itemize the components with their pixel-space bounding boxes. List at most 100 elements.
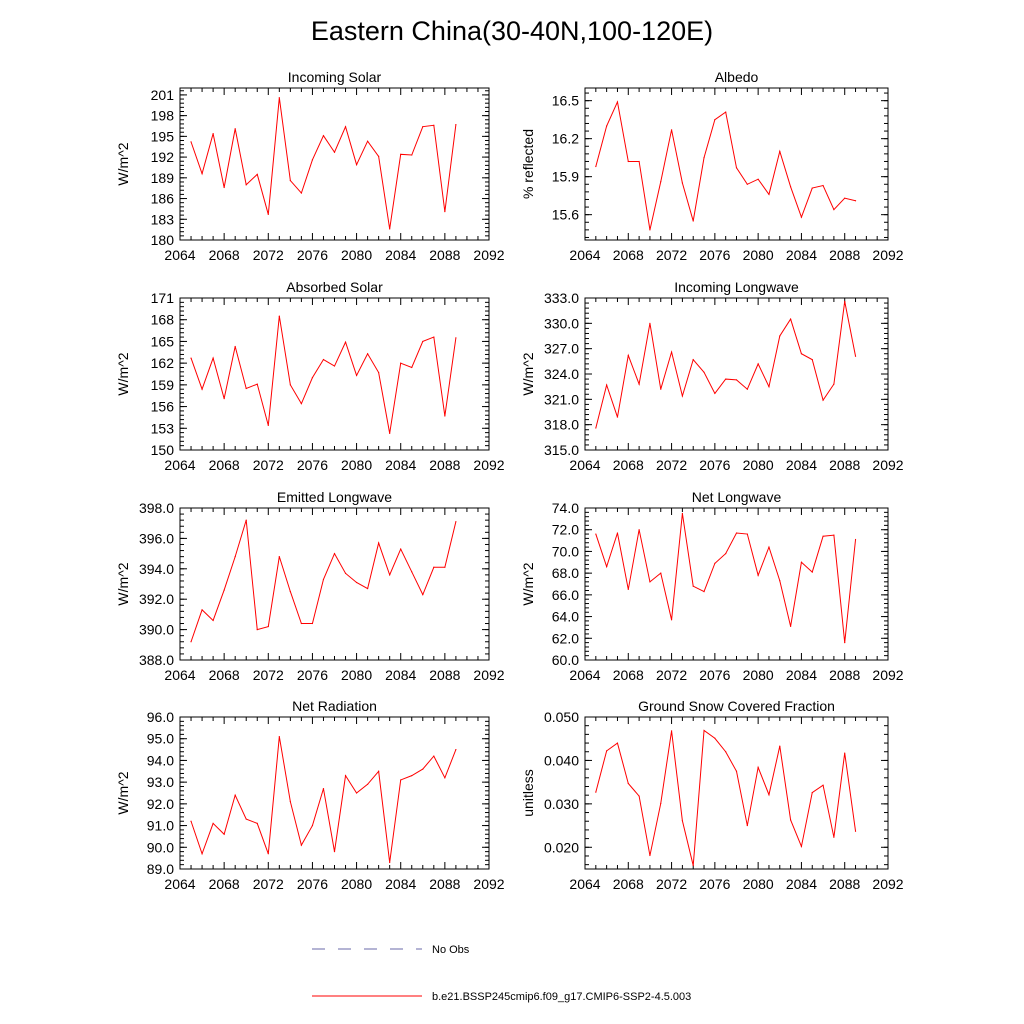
data-point — [367, 353, 369, 355]
y-tick-label: 180 — [151, 232, 175, 248]
panel-ground-snow: 2064 2068 2072 2076 2080 2084 2088 2092 0.020 0.0… — [520, 698, 904, 892]
panel-incoming-solar: 2064 2068 2072 2076 2080 2084 2088 2092 180 183 18… — [115, 69, 505, 263]
y-axis-label: W/m^2 — [115, 771, 131, 814]
data-point — [278, 315, 280, 317]
data-point — [627, 160, 629, 163]
panel-title: Emitted Longwave — [277, 489, 392, 505]
data-point — [256, 822, 258, 825]
data-point — [854, 200, 857, 202]
data-point — [355, 164, 358, 166]
y-tick-label: 153 — [151, 420, 175, 436]
data-point — [245, 387, 247, 390]
data-point — [201, 388, 203, 390]
panel-albedo: 2064 2068 2072 2076 2080 2084 2088 2092 15.6 15.9… — [520, 69, 904, 263]
y-tick-label: 327.0 — [544, 341, 579, 357]
x-tick-label: 2092 — [872, 667, 903, 683]
data-point — [212, 619, 214, 622]
x-tick-label: 2076 — [699, 667, 730, 683]
y-tick-label: 91.0 — [147, 818, 174, 834]
y-tick-label: 192 — [151, 149, 175, 165]
data-point — [681, 820, 683, 822]
data-point — [433, 566, 435, 568]
legend-obs-label: No Obs — [432, 944, 470, 956]
x-tick-label: 2088 — [829, 247, 860, 263]
x-tick-label: 2068 — [209, 457, 240, 473]
data-point — [670, 129, 673, 131]
data-point — [256, 383, 258, 385]
data-point — [433, 755, 435, 757]
x-tick-label: 2084 — [786, 247, 817, 263]
panels-group: 2064 2068 2072 2076 2080 2084 2088 2092 180 183 18… — [115, 69, 904, 892]
data-point — [746, 824, 748, 827]
data-point — [278, 556, 280, 558]
x-tick-label: 2084 — [385, 667, 416, 683]
data-point — [344, 572, 347, 574]
data-point — [322, 135, 325, 137]
x-tick-label: 2072 — [253, 247, 284, 263]
data-point — [378, 155, 380, 157]
data-point — [455, 748, 457, 751]
data-point — [844, 752, 846, 754]
data-point — [212, 357, 214, 359]
x-tick-label: 2068 — [209, 667, 240, 683]
data-point — [344, 126, 347, 128]
x-tick-label: 2092 — [473, 667, 504, 683]
data-point — [355, 792, 358, 794]
data-point — [833, 534, 835, 536]
data-point — [311, 622, 314, 625]
x-tick-label: 2068 — [613, 457, 644, 473]
data-point — [811, 187, 813, 189]
y-tick-label: 392.0 — [139, 591, 174, 607]
data-point — [779, 745, 781, 747]
y-tick-label: 333.0 — [544, 290, 579, 306]
data-point — [433, 124, 435, 126]
x-tick-label: 2072 — [656, 457, 687, 473]
x-tick-label: 2064 — [569, 667, 600, 683]
data-point — [595, 791, 597, 793]
panel-title: Ground Snow Covered Fraction — [638, 698, 835, 714]
panel-incoming-longwave: 2064 2068 2072 2076 2080 2084 2088 2092 315.0 318… — [520, 279, 904, 473]
x-tick-label: 2072 — [656, 247, 687, 263]
data-point — [378, 542, 380, 544]
data-point — [223, 589, 225, 591]
data-point — [595, 165, 597, 168]
data-point — [267, 424, 269, 426]
data-point — [422, 126, 424, 128]
x-tick-label: 2084 — [786, 667, 817, 683]
data-point — [725, 111, 727, 113]
x-tick-label: 2064 — [164, 247, 195, 263]
data-point — [833, 836, 835, 838]
data-point — [344, 341, 347, 343]
y-tick-label: 189 — [151, 170, 175, 186]
data-point — [757, 574, 759, 576]
x-tick-label: 2084 — [385, 457, 416, 473]
data-point — [289, 591, 291, 593]
data-point — [455, 521, 457, 523]
data-point — [378, 371, 380, 374]
data-point — [800, 561, 803, 563]
data-point — [245, 818, 247, 820]
data-point — [234, 794, 236, 796]
y-tick-label: 330.0 — [544, 315, 579, 331]
y-tick-label: 66.0 — [552, 587, 579, 603]
data-point — [367, 783, 369, 785]
data-point — [746, 533, 748, 535]
data-point — [333, 553, 336, 555]
data-point — [190, 641, 192, 643]
x-tick-label: 2088 — [429, 457, 460, 473]
data-point — [714, 119, 716, 121]
data-point — [300, 403, 302, 405]
x-tick-label: 2076 — [297, 876, 328, 892]
data-point — [223, 398, 225, 400]
data-point — [616, 101, 619, 103]
data-point — [627, 782, 629, 785]
x-tick-label: 2092 — [872, 876, 903, 892]
x-tick-label: 2088 — [829, 457, 860, 473]
x-tick-label: 2064 — [164, 457, 195, 473]
x-tick-label: 2088 — [829, 876, 860, 892]
y-tick-label: 390.0 — [139, 622, 174, 638]
data-point — [300, 622, 302, 625]
data-point — [201, 173, 203, 175]
panel-absorbed-solar: 2064 2068 2072 2076 2080 2084 2088 2092 150 153 15… — [115, 279, 505, 473]
x-tick-label: 2068 — [613, 247, 644, 263]
